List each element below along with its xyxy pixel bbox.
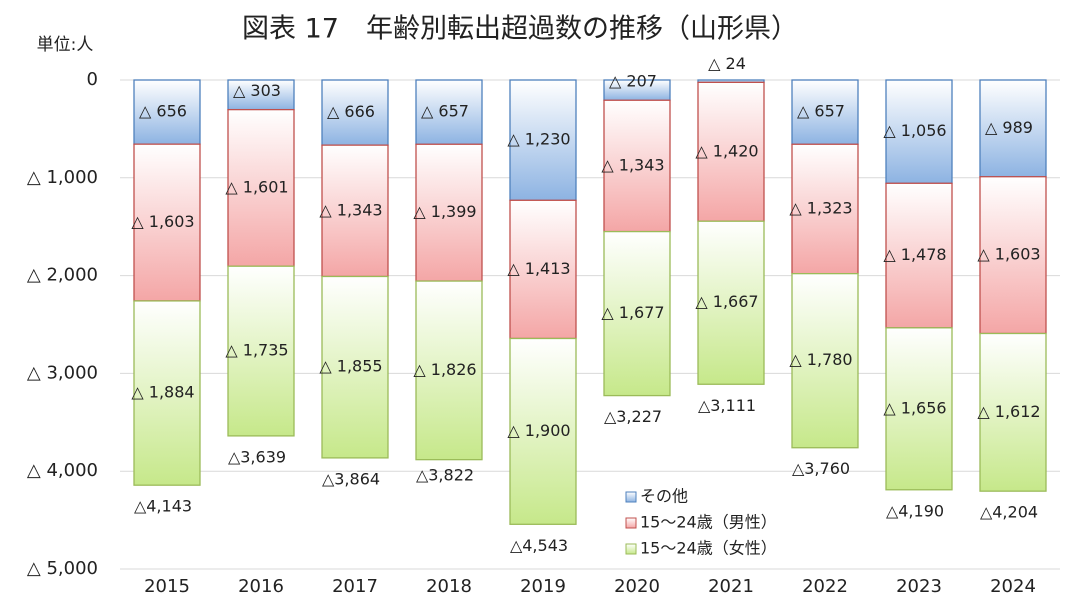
data-label: △ 1,323 — [789, 198, 852, 217]
bar-segment — [979, 176, 1047, 335]
y-tick-label: △ 2,000 — [27, 265, 98, 286]
bar-segment — [415, 79, 483, 145]
data-label: △ 1,603 — [977, 245, 1040, 264]
total-label: △4,143 — [134, 497, 192, 516]
data-label: △ 1,855 — [319, 357, 382, 376]
total-label: △4,543 — [510, 536, 568, 555]
x-tick-label: 2015 — [144, 576, 190, 597]
bar-segment — [885, 327, 953, 491]
x-tick-label: 2018 — [426, 576, 472, 597]
y-tick-label: △ 3,000 — [27, 362, 98, 383]
total-label: △3,639 — [228, 447, 286, 466]
data-label: △ 1,884 — [131, 383, 194, 402]
legend-label: 15～24歳（男性） — [640, 513, 777, 532]
bar-segment — [697, 220, 765, 385]
bar-segment — [321, 79, 389, 146]
bar-segment — [415, 280, 483, 461]
bar-segment — [415, 143, 483, 282]
bar-segment — [885, 182, 953, 329]
bar-segment — [227, 265, 295, 437]
x-tick-label: 2020 — [614, 576, 660, 597]
data-label: △ 657 — [797, 102, 845, 121]
bar-segment — [227, 108, 295, 267]
x-tick-label: 2022 — [802, 576, 848, 597]
x-tick-label: 2019 — [520, 576, 566, 597]
bar-segment — [509, 337, 577, 525]
data-label: △ 989 — [985, 118, 1033, 137]
bar-segment — [979, 332, 1047, 492]
data-label: △ 1,343 — [319, 200, 382, 219]
legend-swatch — [625, 491, 637, 503]
data-label: △ 1,603 — [131, 212, 194, 231]
data-label: △ 1,735 — [225, 341, 288, 360]
chart-title: 図表 17 年齢別転出超過数の推移（山形県） — [242, 14, 798, 45]
data-label: △ 1,413 — [507, 259, 570, 278]
total-label: △3,822 — [416, 465, 474, 484]
data-label: △ 666 — [327, 102, 375, 121]
x-tick-label: 2021 — [708, 576, 754, 597]
bar-segment — [791, 79, 859, 145]
total-label: △4,204 — [980, 503, 1038, 522]
data-label: △ 303 — [233, 81, 281, 100]
legend-swatch — [625, 517, 637, 529]
data-label: △ 1,420 — [695, 141, 758, 160]
total-label: △3,760 — [792, 459, 850, 478]
legend-swatch — [625, 543, 637, 555]
y-tick-label: △ 4,000 — [27, 460, 98, 481]
bar-segment — [133, 143, 201, 302]
bar-segment — [133, 300, 201, 486]
data-label: △ 207 — [609, 72, 657, 91]
y-tick-label: △ 1,000 — [27, 167, 98, 188]
bar-segment — [603, 230, 671, 397]
data-label: △ 656 — [139, 102, 187, 121]
x-tick-label: 2023 — [896, 576, 942, 597]
data-label: △ 1,677 — [601, 303, 664, 322]
data-label: △ 1,780 — [789, 350, 852, 369]
data-label: △ 1,343 — [601, 155, 664, 174]
data-label: △ 1,601 — [225, 177, 288, 196]
bar-segment — [603, 99, 671, 233]
bar-segment — [321, 275, 389, 459]
bar-segment — [697, 81, 765, 222]
total-label: △3,111 — [698, 396, 756, 415]
data-label: △ 1,667 — [695, 292, 758, 311]
bar-segment — [509, 79, 577, 201]
data-label: △ 1,399 — [413, 202, 476, 221]
data-label: △ 657 — [421, 102, 469, 121]
data-label: △ 24 — [708, 54, 746, 73]
legend-label: その他 — [640, 487, 688, 506]
data-label: △ 1,478 — [883, 245, 946, 264]
unit-label: 単位:人 — [37, 35, 94, 55]
total-label: △3,227 — [604, 407, 662, 426]
bar-segment — [509, 199, 577, 340]
bar-segment — [791, 272, 859, 449]
data-label: △ 1,826 — [413, 360, 476, 379]
total-label: △3,864 — [322, 469, 380, 488]
bar-segment — [791, 143, 859, 275]
bar-segment — [885, 79, 953, 184]
x-tick-label: 2024 — [990, 576, 1036, 597]
data-label: △ 1,612 — [977, 402, 1040, 421]
x-tick-label: 2017 — [332, 576, 378, 597]
total-label: △4,190 — [886, 501, 944, 520]
data-label: △ 1,900 — [507, 421, 570, 440]
data-label: △ 1,230 — [507, 130, 570, 149]
data-label: △ 1,056 — [883, 121, 946, 140]
y-tick-label: △ 5,000 — [27, 558, 98, 579]
bar-segment — [321, 144, 389, 278]
y-tick-label: 0 — [87, 69, 98, 90]
legend-label: 15～24歳（女性） — [640, 539, 777, 558]
x-tick-label: 2016 — [238, 576, 284, 597]
data-label: △ 1,656 — [883, 398, 946, 417]
